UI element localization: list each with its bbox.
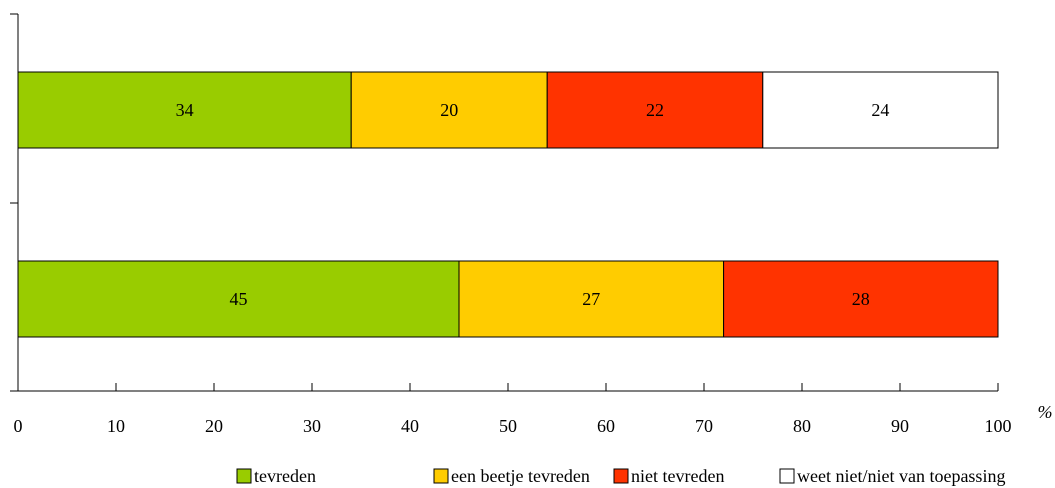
- legend-swatch: [433, 468, 449, 484]
- x-tick-label: 80: [793, 416, 811, 436]
- x-tick-label: 50: [499, 416, 517, 436]
- legend: tevreden een beetje tevreden niet tevreden…: [236, 466, 1005, 486]
- bar-segment: [546, 71, 764, 149]
- bar-segment: [762, 71, 999, 149]
- legend-swatch: [613, 468, 629, 484]
- legend-label: weet niet/niet van toepassing: [797, 466, 1005, 486]
- x-tick-label: 90: [891, 416, 909, 436]
- bars-layer: 34 20 22 24 45 27 28: [17, 71, 999, 338]
- legend-swatch: [236, 468, 252, 484]
- bar-segment: [723, 260, 999, 338]
- legend-label: niet tevreden: [631, 466, 724, 486]
- data-label: 20: [440, 100, 458, 120]
- data-label: 34: [176, 100, 194, 120]
- legend-label: tevreden: [254, 466, 316, 486]
- x-tick-label: 70: [695, 416, 713, 436]
- data-label: 27: [582, 289, 600, 309]
- data-label: 28: [852, 289, 870, 309]
- data-label: 22: [646, 100, 664, 120]
- x-tick-label: 10: [107, 416, 125, 436]
- bar-segment: [350, 71, 548, 149]
- x-tick-label: 100: [985, 416, 1012, 436]
- legend-swatch: [779, 468, 795, 484]
- x-axis-label: %: [1038, 402, 1053, 422]
- x-tick-label: 0: [14, 416, 23, 436]
- x-tick-label: 20: [205, 416, 223, 436]
- x-tick-label: 40: [401, 416, 419, 436]
- legend-label: een beetje tevreden: [451, 466, 590, 486]
- x-tick-label: 60: [597, 416, 615, 436]
- bar-segment: [17, 260, 460, 338]
- bar-segment: [17, 71, 352, 149]
- bar-segment: [458, 260, 725, 338]
- axes-layer: 0 10 20 30 40 50 60 70 80 90 100%: [10, 13, 1053, 436]
- data-label: 45: [230, 289, 248, 309]
- data-label: 24: [871, 100, 889, 120]
- x-tick-label: 30: [303, 416, 321, 436]
